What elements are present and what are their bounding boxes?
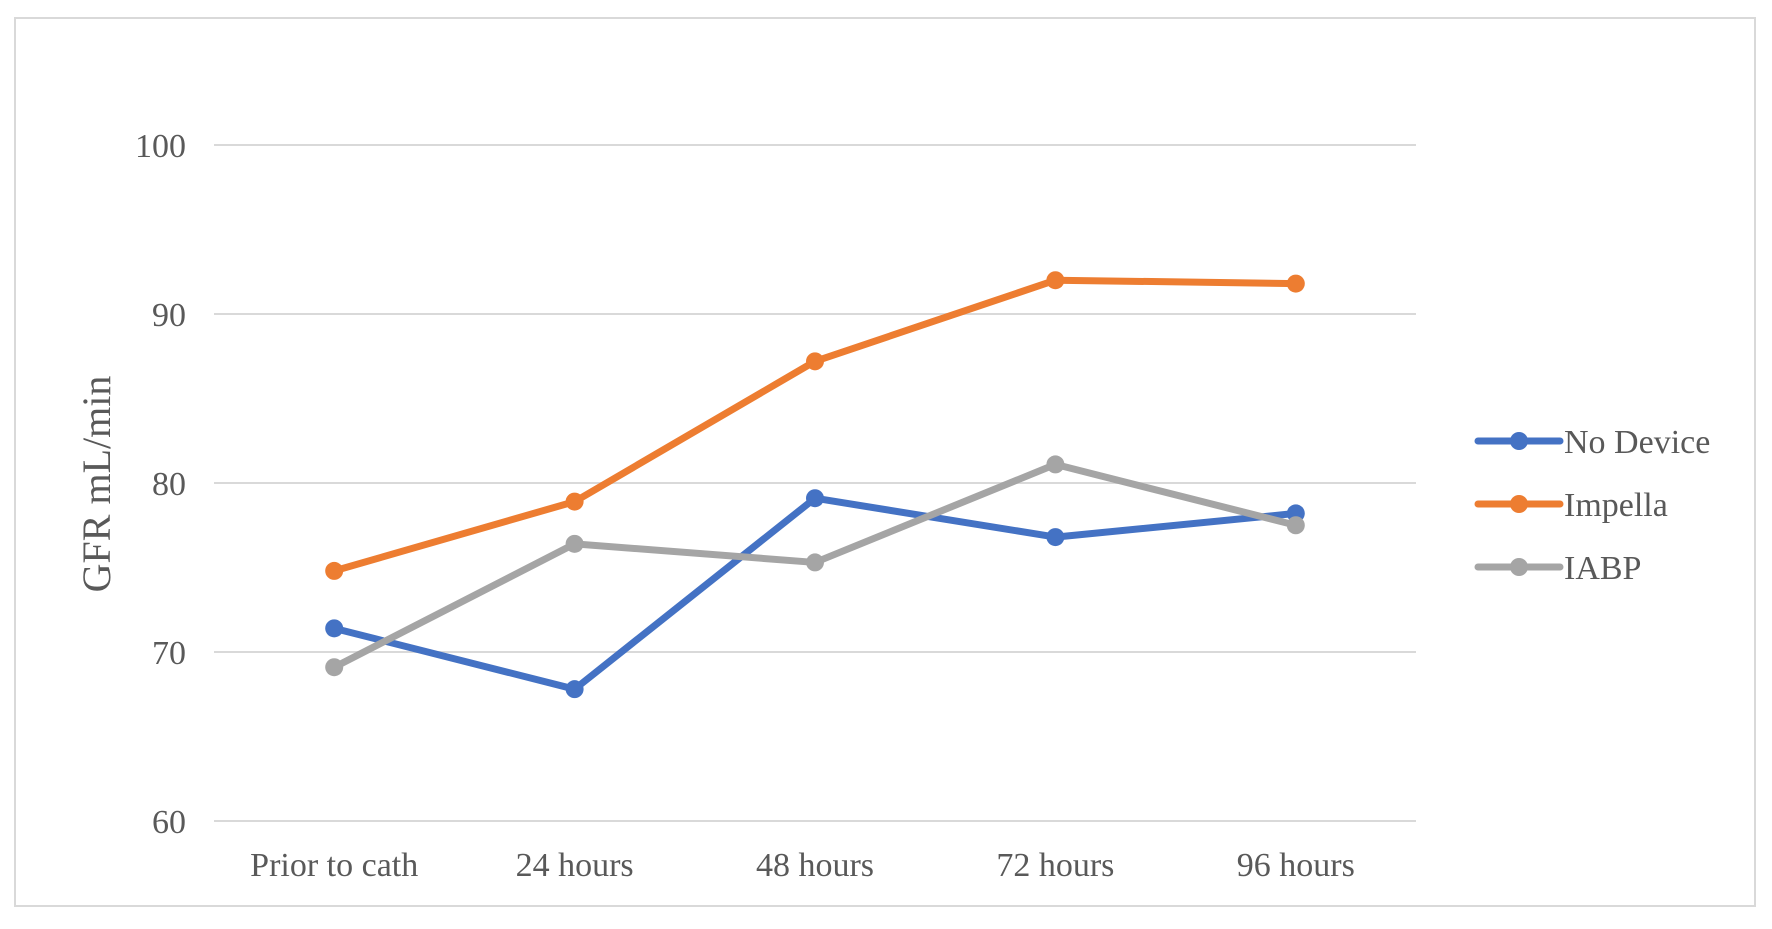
data-point <box>325 658 344 677</box>
series-2 <box>325 455 1305 677</box>
legend-swatch-marker <box>1510 495 1528 513</box>
y-tick-label: 70 <box>152 635 186 672</box>
legend-swatch-marker <box>1510 432 1528 450</box>
x-tick-label: 24 hours <box>516 847 634 884</box>
legend-entry: IABP <box>1474 550 1641 587</box>
data-point <box>565 680 584 699</box>
chart-frame <box>14 17 1756 907</box>
y-tick-label: 60 <box>152 804 186 841</box>
data-point <box>1046 271 1065 290</box>
legend-label: No Device <box>1564 424 1710 461</box>
data-point <box>325 619 344 638</box>
data-point <box>565 492 584 511</box>
x-tick-labels: Prior to cath 24 hours 48 hours 72 hours 96 … <box>250 847 1355 884</box>
data-point <box>1046 528 1065 547</box>
series-0 <box>325 489 1305 699</box>
legend-swatch-marker <box>1510 558 1528 576</box>
data-point <box>565 534 584 553</box>
data-point <box>806 553 824 572</box>
y-tick-label: 100 <box>135 128 186 165</box>
y-tick-label: 80 <box>152 466 186 503</box>
y-tick-label: 90 <box>152 297 186 334</box>
legend-entry: No Device <box>1474 424 1710 461</box>
x-tick-label: Prior to cath <box>250 847 418 884</box>
data-point <box>806 352 824 371</box>
data-point <box>1286 516 1305 535</box>
y-axis-title: GFR mL/min <box>74 376 119 593</box>
y-tick-labels: 60 70 80 90 100 <box>135 128 186 841</box>
series-lines <box>325 271 1305 699</box>
legend: No Device Impella IABP <box>1474 424 1710 587</box>
legend-label: Impella <box>1564 487 1668 524</box>
data-point <box>325 561 344 580</box>
grid-lines <box>214 144 1416 822</box>
legend-entry: Impella <box>1474 487 1668 524</box>
data-point <box>1286 274 1305 293</box>
x-tick-label: 48 hours <box>756 847 874 884</box>
legend-label: IABP <box>1564 550 1641 587</box>
data-point <box>1046 455 1065 474</box>
x-tick-label: 96 hours <box>1237 847 1355 884</box>
data-point <box>806 489 824 508</box>
x-tick-label: 72 hours <box>996 847 1114 884</box>
series-1 <box>325 271 1305 580</box>
